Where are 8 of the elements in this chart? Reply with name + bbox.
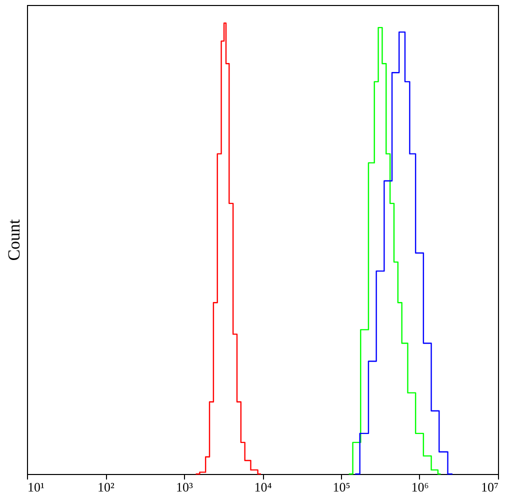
x-tick-label: 10² (98, 480, 115, 494)
x-tick-label: 10⁵ (332, 480, 350, 494)
x-tick-label: 10¹ (28, 480, 44, 494)
y-axis-title: Count (4, 218, 24, 261)
x-tick-label: 10⁶ (411, 480, 429, 494)
x-tick-label: 10⁴ (254, 480, 272, 494)
x-tick-label: 10⁷ (480, 480, 498, 494)
x-tick-label: 10³ (176, 480, 194, 494)
